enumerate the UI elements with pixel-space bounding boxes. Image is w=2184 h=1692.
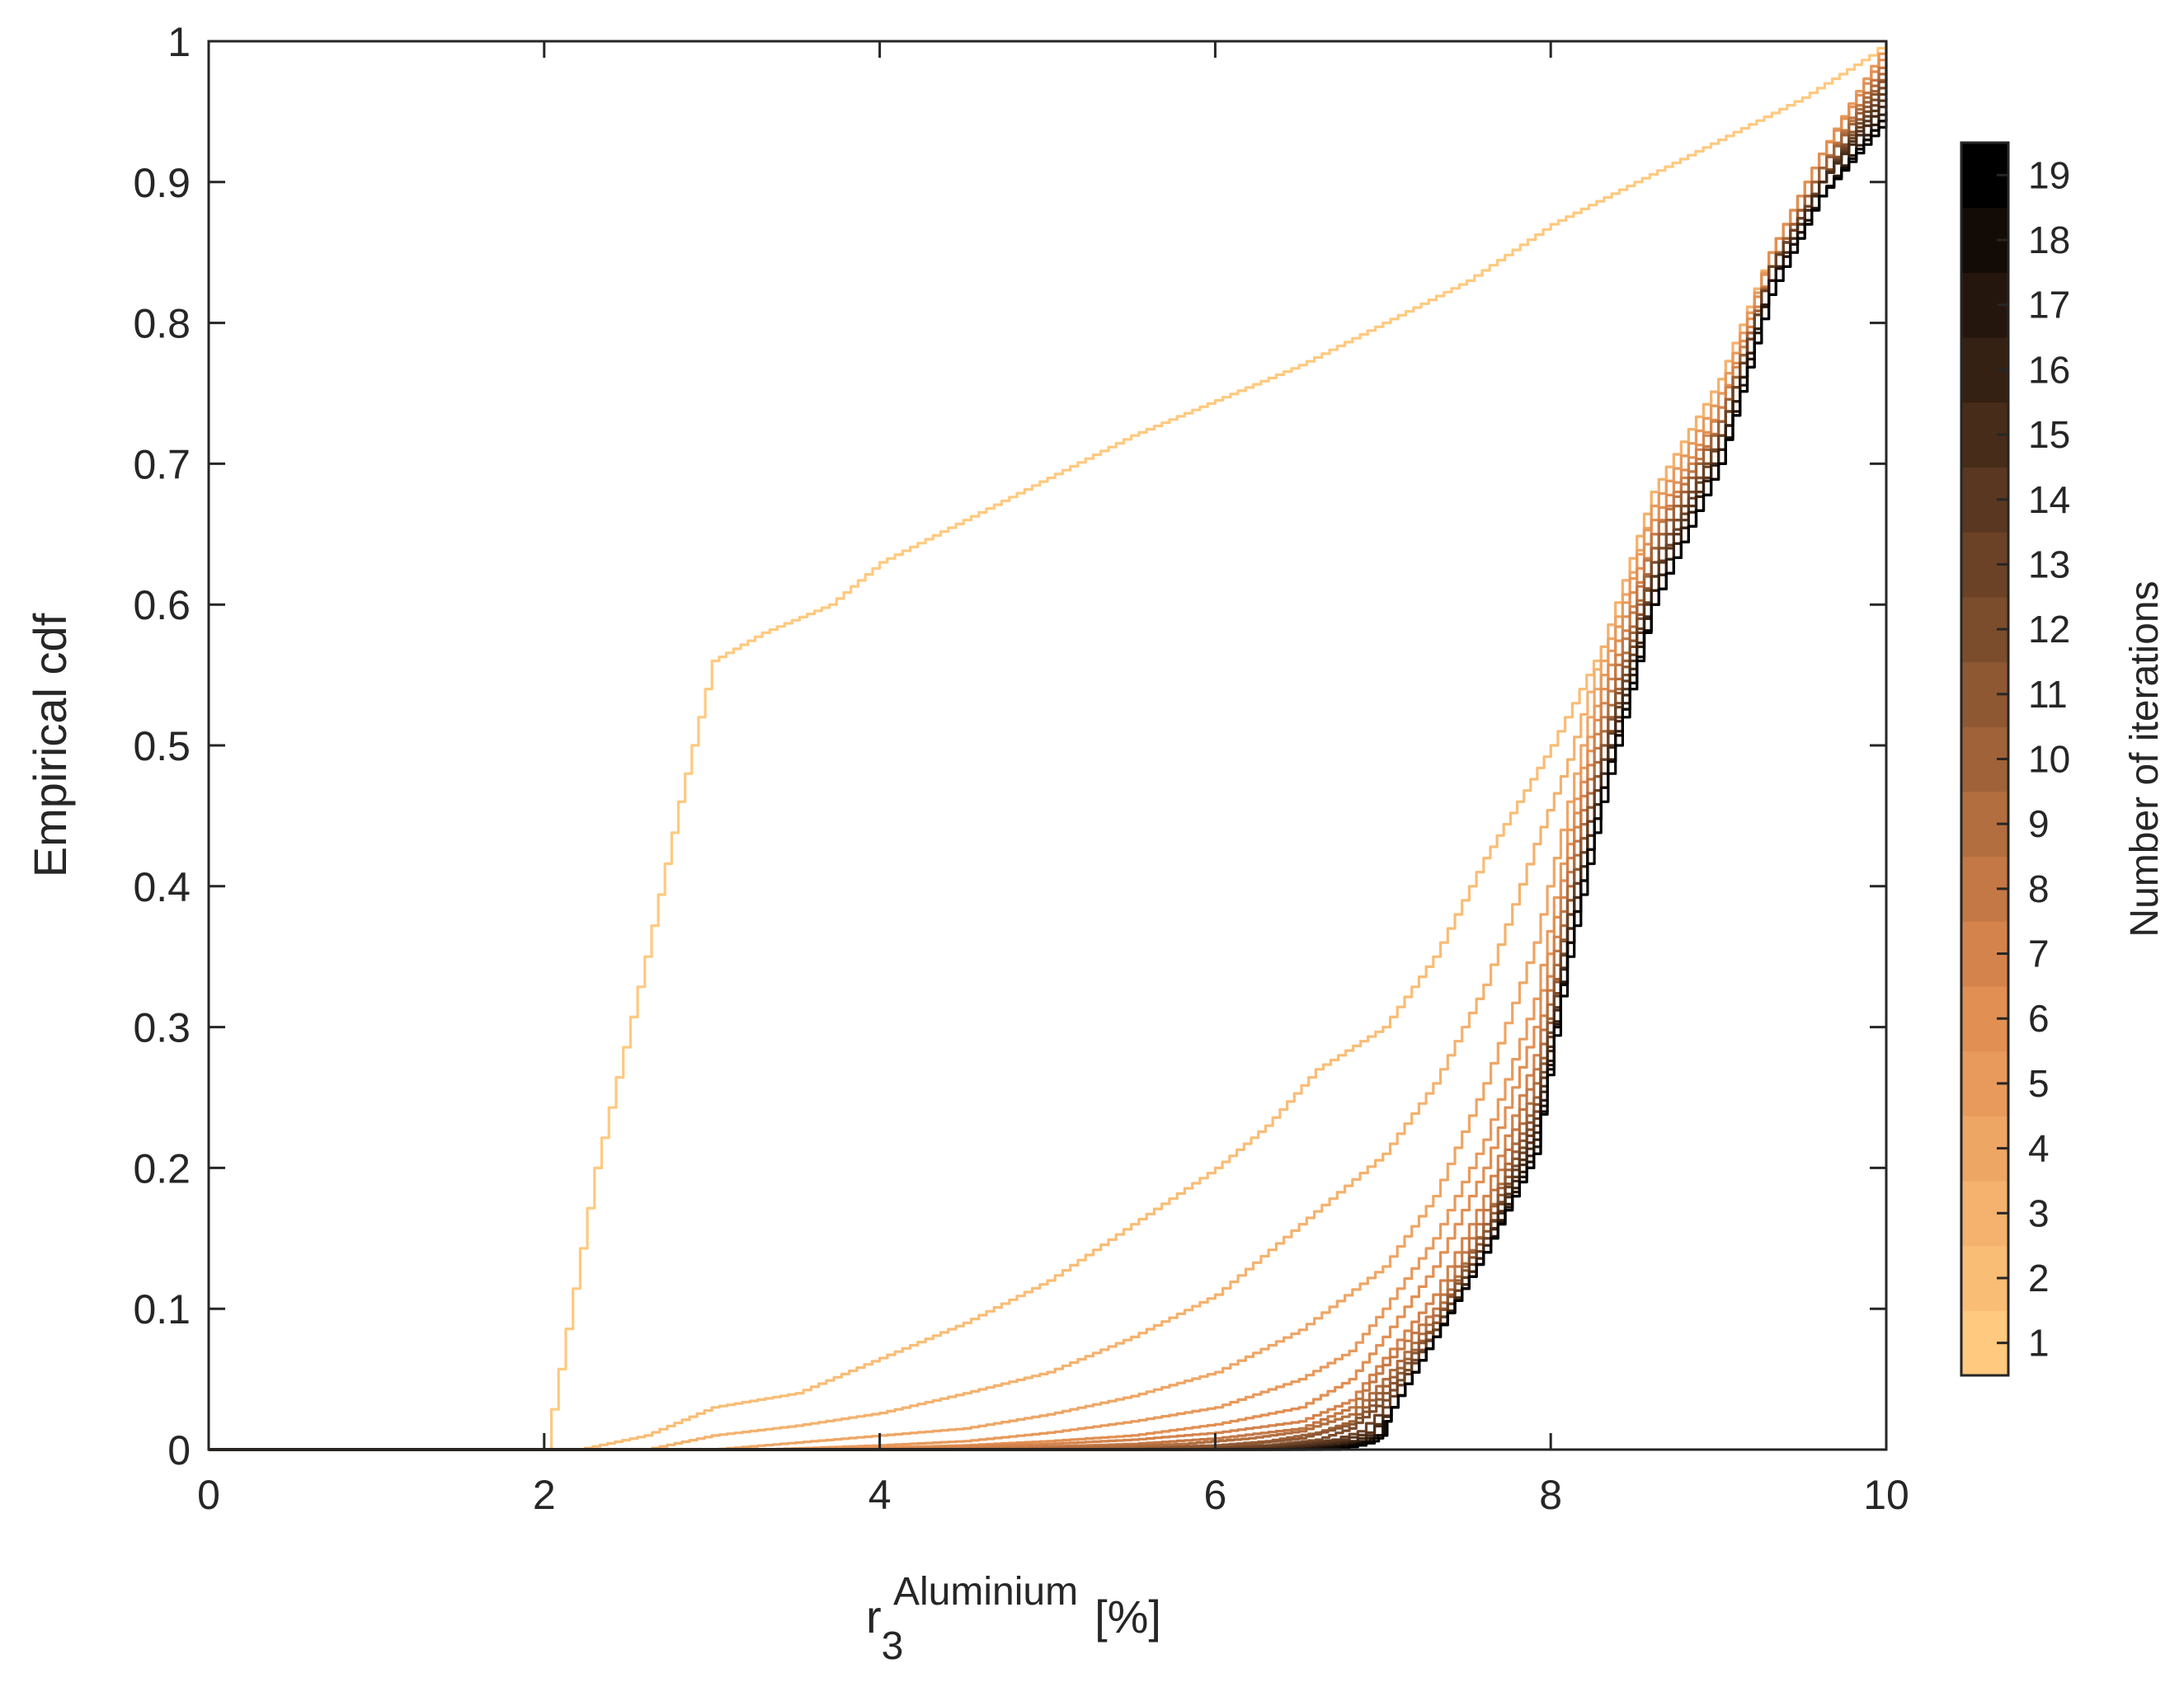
series-line-17	[209, 111, 1888, 1451]
y-axis-ticks: 0 0.1 0.2 0.3 0.4 0.5 0.6 0.7 0.8 0.9 1	[133, 19, 1886, 1473]
y-axis-label: Empirical cdf	[24, 613, 76, 877]
series-line-18	[209, 111, 1888, 1451]
colorbar-tick-label: 9	[2028, 802, 2050, 845]
series-line-2	[209, 41, 1888, 1451]
x-axis-label-unit: [%]	[1094, 1591, 1161, 1643]
y-tick-label: 0.9	[133, 160, 191, 206]
colorbar-tick-label: 4	[2028, 1127, 2050, 1170]
x-tick-label: 0	[197, 1472, 220, 1518]
series-line-16	[209, 104, 1888, 1451]
colorbar-tick-label: 8	[2028, 867, 2050, 910]
x-tick-label: 8	[1539, 1472, 1562, 1518]
series-line-9	[209, 62, 1888, 1451]
colorbar-tick-label: 16	[2028, 348, 2070, 391]
series-line-1	[209, 41, 1888, 1451]
y-tick-label: 0	[167, 1427, 191, 1473]
colorbar-tick-label: 6	[2028, 997, 2050, 1040]
x-axis-label-superscript: Aluminium	[893, 1570, 1078, 1614]
y-tick-label: 0.3	[133, 1005, 191, 1051]
plot-area-frame	[207, 40, 1888, 1451]
x-axis-label-subscript: 3	[882, 1624, 904, 1668]
colorbar-tick-label: 19	[2028, 153, 2070, 196]
colorbar-tick-label: 12	[2028, 608, 2070, 651]
y-tick-label: 0.1	[133, 1286, 191, 1332]
colorbar-tick-label: 10	[2028, 738, 2070, 781]
y-tick-label: 0.8	[133, 301, 191, 347]
colorbar-tick-label: 7	[2028, 933, 2050, 975]
colorbar-tick-label: 1	[2028, 1322, 2050, 1365]
series-line-5	[209, 41, 1888, 1451]
x-tick-label: 10	[1863, 1472, 1909, 1518]
series-line-7	[209, 55, 1888, 1451]
x-axis-label-base: r	[866, 1591, 882, 1643]
series-layer	[209, 41, 1888, 1451]
series-line-6	[209, 48, 1888, 1451]
colorbar-tick-label: 13	[2028, 543, 2070, 585]
colorbar-tick-label: 11	[2028, 673, 2068, 716]
series-line-8	[209, 55, 1888, 1451]
x-axis-label: r3 Aluminium [%]	[866, 1570, 1161, 1668]
x-tick-label: 4	[868, 1472, 892, 1518]
colorbar-tick-label: 14	[2028, 478, 2070, 521]
series-line-14	[209, 90, 1888, 1451]
series-line-4	[209, 41, 1888, 1451]
series-line-19	[209, 118, 1888, 1451]
colorbar-tick-label: 17	[2028, 284, 2070, 327]
colorbar-tick-label: 18	[2028, 219, 2070, 261]
series-line-15	[209, 97, 1888, 1451]
y-tick-label: 0.2	[133, 1145, 191, 1191]
colorbar-tick-label: 15	[2028, 413, 2070, 456]
y-tick-label: 0.7	[133, 441, 191, 487]
series-line-12	[209, 76, 1888, 1451]
y-tick-label: 0.5	[133, 723, 191, 769]
series-line-13	[209, 83, 1888, 1451]
series-line-3	[209, 41, 1888, 1451]
colorbar-label: Number of iterations	[2123, 580, 2167, 937]
series-line-11	[209, 69, 1888, 1451]
y-tick-label: 0.6	[133, 582, 191, 628]
x-tick-label: 6	[1203, 1472, 1226, 1518]
colorbar-tick-label: 3	[2028, 1191, 2050, 1234]
colorbar-tick-label: 2	[2028, 1257, 2050, 1300]
x-axis-ticks: 0 2 4 6 8 10	[197, 41, 1909, 1518]
y-tick-label: 0.4	[133, 864, 191, 910]
y-tick-label: 1	[167, 19, 191, 65]
colorbar-tick-label: 5	[2028, 1062, 2050, 1105]
x-tick-label: 2	[533, 1472, 556, 1518]
series-line-10	[209, 69, 1888, 1451]
